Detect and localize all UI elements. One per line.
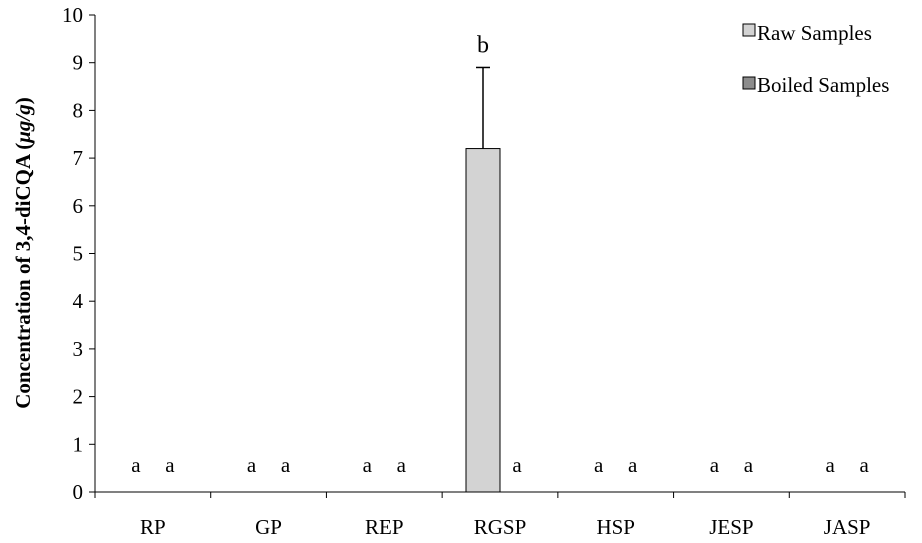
x-tick-label: JASP xyxy=(824,515,871,539)
significance-letter: a xyxy=(710,453,720,477)
significance-letter: a xyxy=(131,453,141,477)
y-tick-label: 1 xyxy=(73,432,84,456)
significance-letter: a xyxy=(247,453,257,477)
y-tick-label: 6 xyxy=(73,194,84,218)
significance-letter: a xyxy=(859,453,869,477)
significance-letter: a xyxy=(165,453,175,477)
y-tick-label: 7 xyxy=(73,146,84,170)
y-tick-label: 5 xyxy=(73,242,84,266)
y-tick-label: 4 xyxy=(73,289,84,313)
significance-letter: a xyxy=(594,453,604,477)
significance-letter: a xyxy=(512,453,522,477)
bars xyxy=(465,66,501,493)
y-tick-label: 2 xyxy=(73,385,84,409)
x-tick-label: JESP xyxy=(709,515,753,539)
legend-label-raw: Raw Samples xyxy=(757,21,872,45)
significance-letter: b xyxy=(477,32,489,58)
significance-letter: a xyxy=(744,453,754,477)
significance-letter: a xyxy=(397,453,407,477)
x-tick-label: REP xyxy=(365,515,404,539)
y-tick-label: 10 xyxy=(62,3,83,27)
y-tick-label: 0 xyxy=(73,480,84,504)
significance-letter: a xyxy=(825,453,835,477)
legend: Raw Samples Boiled Samples xyxy=(742,21,889,97)
x-tick-label: RP xyxy=(140,515,166,539)
legend-swatch-boiled xyxy=(742,76,756,90)
x-tick-label: GP xyxy=(255,515,282,539)
x-tick-label: RGSP xyxy=(474,515,527,539)
x-tick-label: HSP xyxy=(596,515,635,539)
significance-labels: a a a a a aba a a a a a a xyxy=(131,32,869,477)
y-tick-label: 9 xyxy=(73,51,84,75)
significance-letter: a xyxy=(628,453,638,477)
y-tick-label: 3 xyxy=(73,337,84,361)
y-axis: 0 1 2 3 4 5 6 7 8 9 10 xyxy=(62,3,96,504)
legend-swatch-raw xyxy=(742,23,756,37)
bar xyxy=(465,148,501,493)
significance-letter: a xyxy=(281,453,291,477)
y-tick-label: 8 xyxy=(73,98,84,122)
legend-label-boiled: Boiled Samples xyxy=(757,73,889,97)
significance-letter: a xyxy=(363,453,373,477)
y-axis-label: Concentration of 3,4-diCQA (μg/g) xyxy=(11,97,35,409)
x-axis: RP GP REP RGSP HSP JESP JASP xyxy=(94,491,906,539)
